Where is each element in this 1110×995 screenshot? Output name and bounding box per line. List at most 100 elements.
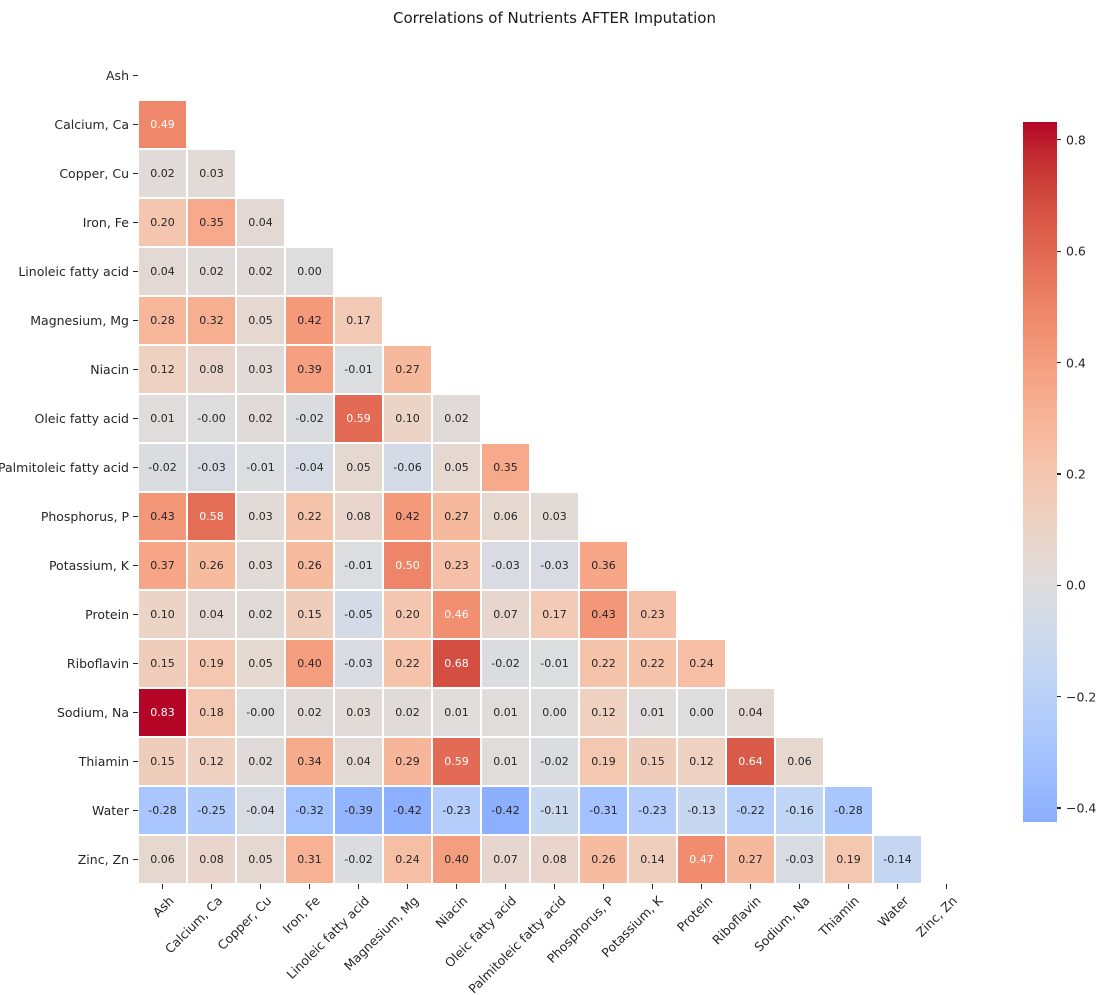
y-tick bbox=[133, 858, 138, 861]
x-tick bbox=[602, 884, 605, 889]
heatmap-cell: -0.42 bbox=[383, 786, 432, 835]
heatmap-cell: 0.27 bbox=[726, 835, 775, 884]
y-tick bbox=[133, 662, 138, 665]
x-tick bbox=[700, 884, 703, 889]
heatmap-cell: -0.04 bbox=[285, 443, 334, 492]
y-axis-label: Thiamin bbox=[78, 754, 129, 769]
y-tick bbox=[133, 466, 138, 469]
x-axis-label: Linoleic fatty acid bbox=[283, 893, 373, 982]
y-tick bbox=[133, 172, 138, 175]
heatmap-cell: -0.22 bbox=[726, 786, 775, 835]
heatmap-cell: -0.03 bbox=[334, 639, 383, 688]
heatmap-cell: 0.04 bbox=[726, 688, 775, 737]
heatmap-cell: -0.23 bbox=[628, 786, 677, 835]
heatmap-cell: 0.23 bbox=[432, 541, 481, 590]
heatmap-cell: 0.50 bbox=[383, 541, 432, 590]
heatmap-cell: 0.17 bbox=[334, 296, 383, 345]
heatmap-cell: 0.19 bbox=[579, 737, 628, 786]
x-tick bbox=[847, 884, 850, 889]
heatmap-cell: 0.08 bbox=[187, 345, 236, 394]
heatmap-cell: -0.14 bbox=[873, 835, 922, 884]
colorbar-tick-label: 0.0 bbox=[1066, 577, 1086, 593]
x-axis-label: Palmitoleic fatty acid bbox=[464, 893, 569, 995]
heatmap-cell: -0.25 bbox=[187, 786, 236, 835]
heatmap-cell: 0.01 bbox=[481, 737, 530, 786]
y-tick bbox=[133, 760, 138, 763]
heatmap-cell: 0.03 bbox=[236, 541, 285, 590]
y-axis-label: Magnesium, Mg bbox=[30, 313, 129, 328]
colorbar-tick-label: 0.4 bbox=[1066, 355, 1086, 371]
heatmap-cell: 0.05 bbox=[236, 296, 285, 345]
heatmap-cell: -0.05 bbox=[334, 590, 383, 639]
heatmap-cell: 0.01 bbox=[628, 688, 677, 737]
heatmap-cell: 0.32 bbox=[187, 296, 236, 345]
heatmap-cell: 0.27 bbox=[432, 492, 481, 541]
heatmap-cell: 0.02 bbox=[432, 394, 481, 443]
x-tick bbox=[504, 884, 507, 889]
heatmap-cell: 0.03 bbox=[236, 492, 285, 541]
x-tick bbox=[357, 884, 360, 889]
heatmap-cell: -0.01 bbox=[334, 541, 383, 590]
x-axis-label: Zinc, Zn bbox=[913, 893, 961, 940]
heatmap-cell: 0.01 bbox=[432, 688, 481, 737]
heatmap-cell: 0.04 bbox=[334, 737, 383, 786]
heatmap-cell: 0.43 bbox=[138, 492, 187, 541]
heatmap-cell: -0.42 bbox=[481, 786, 530, 835]
heatmap-cell: 0.15 bbox=[138, 737, 187, 786]
heatmap-cell: 0.02 bbox=[236, 247, 285, 296]
y-axis-label: Niacin bbox=[90, 362, 129, 377]
heatmap-cell: 0.58 bbox=[187, 492, 236, 541]
heatmap-cell: 0.02 bbox=[187, 247, 236, 296]
heatmap-cell: 0.04 bbox=[187, 590, 236, 639]
y-axis-label: Potassium, K bbox=[48, 558, 129, 573]
heatmap-cell: 0.03 bbox=[236, 345, 285, 394]
heatmap-cell: 0.35 bbox=[481, 443, 530, 492]
heatmap-cell: 0.19 bbox=[824, 835, 873, 884]
heatmap-cell: -0.23 bbox=[432, 786, 481, 835]
y-tick bbox=[133, 417, 138, 420]
colorbar-tick bbox=[1057, 250, 1061, 252]
y-axis-label: Riboflavin bbox=[66, 656, 129, 671]
heatmap-cell: 0.08 bbox=[187, 835, 236, 884]
heatmap-cell: 0.59 bbox=[432, 737, 481, 786]
heatmap-cell: 0.03 bbox=[187, 149, 236, 198]
heatmap-cell: 0.02 bbox=[383, 688, 432, 737]
heatmap-cell: 0.40 bbox=[432, 835, 481, 884]
heatmap-cell: 0.37 bbox=[138, 541, 187, 590]
heatmap-cell: -0.00 bbox=[187, 394, 236, 443]
heatmap-cell: 0.43 bbox=[579, 590, 628, 639]
heatmap-cell: 0.29 bbox=[383, 737, 432, 786]
heatmap-cell: -0.02 bbox=[285, 394, 334, 443]
heatmap-cell: 0.03 bbox=[334, 688, 383, 737]
colorbar-tick bbox=[1057, 807, 1061, 809]
heatmap-cell: 0.02 bbox=[138, 149, 187, 198]
y-axis-label: Water bbox=[92, 803, 129, 818]
y-tick bbox=[133, 123, 138, 126]
colorbar-tick-label: −0.4 bbox=[1066, 800, 1097, 816]
heatmap-cell: 0.20 bbox=[383, 590, 432, 639]
x-tick bbox=[553, 884, 556, 889]
y-tick bbox=[133, 319, 138, 322]
y-axis-label: Palmitoleic fatty acid bbox=[0, 460, 129, 475]
colorbar-tick-label: 0.2 bbox=[1066, 466, 1086, 482]
heatmap-cell: 0.05 bbox=[432, 443, 481, 492]
heatmap-cell: -0.03 bbox=[481, 541, 530, 590]
heatmap-cell: 0.18 bbox=[187, 688, 236, 737]
heatmap-cell: 0.12 bbox=[138, 345, 187, 394]
heatmap-cell: -0.01 bbox=[530, 639, 579, 688]
y-tick bbox=[133, 711, 138, 714]
heatmap-cell: 0.34 bbox=[285, 737, 334, 786]
heatmap-cell: 0.19 bbox=[187, 639, 236, 688]
heatmap-cell: 0.24 bbox=[677, 639, 726, 688]
x-tick bbox=[455, 884, 458, 889]
heatmap-cell: 0.15 bbox=[138, 639, 187, 688]
y-axis-label: Zinc, Zn bbox=[77, 852, 129, 867]
x-axis-label: Ash bbox=[149, 893, 177, 920]
x-tick bbox=[308, 884, 311, 889]
heatmap-cell: 0.01 bbox=[481, 688, 530, 737]
heatmap-cell: 0.27 bbox=[383, 345, 432, 394]
heatmap-cell: 0.22 bbox=[285, 492, 334, 541]
heatmap-cell: -0.02 bbox=[481, 639, 530, 688]
heatmap-cell: -0.03 bbox=[775, 835, 824, 884]
colorbar-tick bbox=[1057, 361, 1061, 364]
